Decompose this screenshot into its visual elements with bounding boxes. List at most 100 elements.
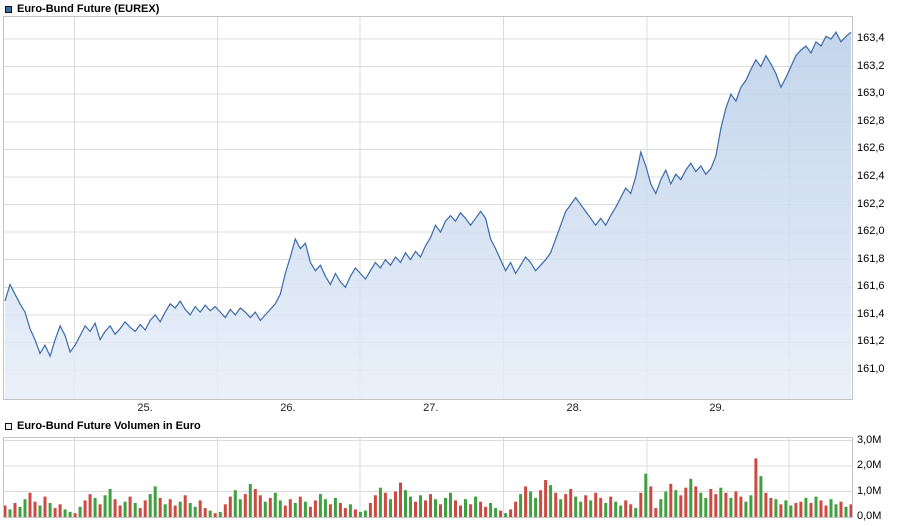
volume-bar <box>574 496 578 517</box>
x-axis-day-label: 26. <box>280 402 296 414</box>
volume-bar <box>644 473 648 517</box>
volume-bar <box>659 499 663 517</box>
volume-bar <box>93 497 97 517</box>
volume-bar <box>814 496 818 517</box>
volume-bar <box>564 494 568 517</box>
price-y-tick-label: 163,2 <box>857 59 885 72</box>
volume-bar <box>394 491 397 517</box>
volume-bar <box>253 489 257 517</box>
volume-bar <box>323 499 327 517</box>
volume-bar <box>734 491 738 517</box>
volume-bar <box>769 497 773 517</box>
volume-bar <box>313 500 317 517</box>
volume-bar <box>799 501 803 517</box>
volume-bar <box>629 504 633 517</box>
volume-bar <box>759 476 763 517</box>
price-y-tick-label: 161,2 <box>857 335 885 348</box>
volume-bar <box>128 496 132 517</box>
volume-bar <box>308 506 312 517</box>
volume-bar <box>464 499 467 517</box>
price-line <box>4 31 852 358</box>
price-y-tick-label: 162,6 <box>857 142 885 155</box>
volume-bar <box>23 499 27 517</box>
volume-bar <box>138 508 142 517</box>
volume-bar <box>63 509 67 517</box>
volume-bar <box>83 500 87 517</box>
volume-bar <box>258 495 262 517</box>
volume-bar <box>494 508 498 517</box>
price-series-swatch-icon <box>5 5 12 13</box>
volume-bar <box>684 487 688 517</box>
volume-bar <box>529 491 533 517</box>
volume-bar <box>163 504 167 517</box>
volume-bar <box>414 501 417 517</box>
volume-bar <box>534 497 538 517</box>
volume-bar <box>774 499 778 517</box>
volume-chart-legend: Euro-Bund Future Volumen in Euro <box>5 420 201 432</box>
volume-bar <box>288 499 292 517</box>
volume-bar <box>514 501 518 517</box>
volume-bar <box>669 483 673 517</box>
volume-bar <box>594 492 598 517</box>
volume-series-swatch-icon <box>5 422 12 430</box>
price-y-tick-label: 161,6 <box>857 280 885 293</box>
volume-bar <box>784 500 788 517</box>
volume-bar <box>123 501 127 517</box>
volume-y-tick-label: 2,0M <box>857 459 882 472</box>
volume-bar <box>429 494 432 517</box>
volume-bar <box>168 499 172 517</box>
volume-bar <box>704 497 708 517</box>
volume-bar <box>579 501 583 517</box>
volume-bar <box>53 508 57 517</box>
volume-bar <box>604 503 608 517</box>
volume-bar <box>303 501 307 517</box>
volume-bar <box>754 458 758 517</box>
volume-bar <box>118 505 122 517</box>
volume-bar <box>459 505 462 517</box>
volume-bar <box>804 497 808 517</box>
volume-bar <box>98 504 102 517</box>
volume-bar <box>373 495 377 517</box>
x-axis-day-label: 29. <box>709 402 725 414</box>
price-chart-title: Euro-Bund Future (EUREX) <box>17 3 160 15</box>
volume-chart-plot[interactable] <box>3 437 853 518</box>
volume-bar <box>554 492 558 517</box>
volume-bar <box>4 505 7 517</box>
volume-bar <box>48 503 52 517</box>
volume-bar <box>834 504 838 517</box>
price-chart-legend: Euro-Bund Future (EUREX) <box>5 3 159 15</box>
volume-bar <box>489 503 493 517</box>
volume-bar <box>419 495 422 517</box>
volume-bar <box>794 503 798 517</box>
volume-bar <box>399 482 402 517</box>
volume-bar <box>484 506 488 517</box>
volume-bar <box>824 505 828 517</box>
volume-bar <box>363 510 367 517</box>
volume-bar <box>729 497 733 517</box>
volume-bar <box>779 504 783 517</box>
volume-bar <box>589 500 593 517</box>
price-y-tick-label: 162,4 <box>857 169 885 182</box>
volume-chart-canvas <box>4 438 852 517</box>
volume-bar <box>664 491 668 517</box>
volume-bar <box>449 492 452 517</box>
volume-bar <box>213 513 217 517</box>
volume-bar <box>133 503 137 517</box>
volume-bar <box>739 496 743 517</box>
volume-chart-title: Euro-Bund Future Volumen in Euro <box>17 420 201 432</box>
price-y-tick-label: 162,8 <box>857 114 885 127</box>
volume-bar <box>33 501 37 517</box>
volume-bar <box>348 504 352 517</box>
volume-bar <box>188 503 192 517</box>
price-y-tick-label: 161,8 <box>857 252 885 265</box>
volume-bar <box>699 492 703 517</box>
volume-bar <box>569 489 573 517</box>
volume-bar <box>849 504 852 517</box>
volume-bar <box>454 500 457 517</box>
volume-bar <box>143 500 147 517</box>
volume-bar <box>524 486 528 517</box>
price-y-tick-label: 162,0 <box>857 225 885 238</box>
volume-bar <box>223 504 227 517</box>
price-chart-plot[interactable] <box>3 16 853 400</box>
